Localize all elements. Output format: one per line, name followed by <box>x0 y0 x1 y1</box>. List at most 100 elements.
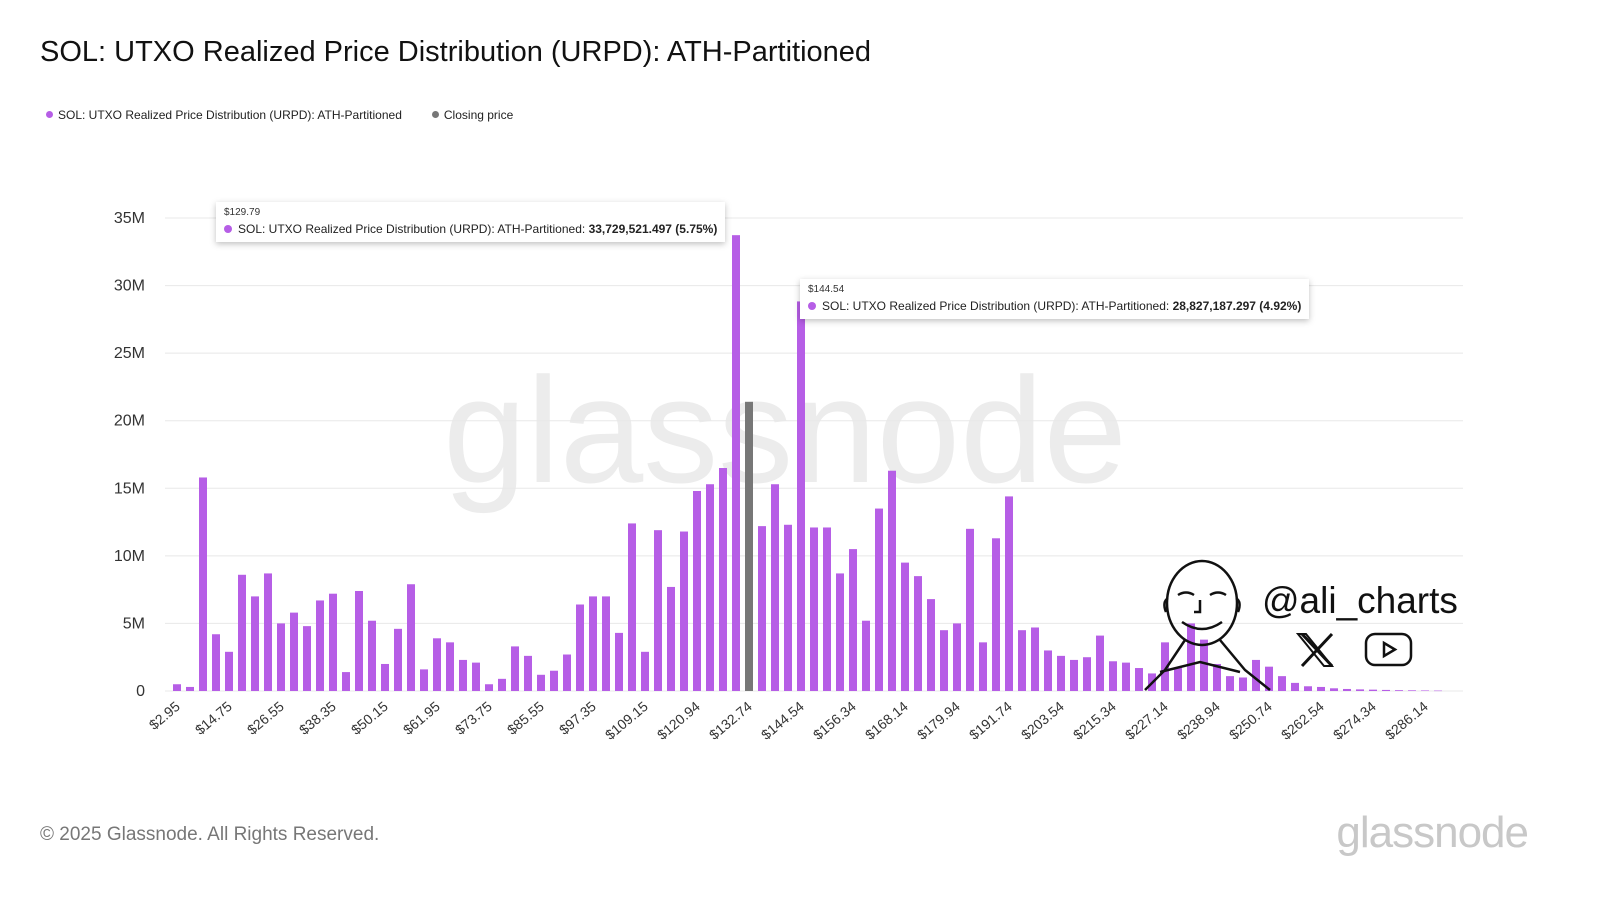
bar[interactable] <box>966 528 974 691</box>
bar[interactable] <box>1226 676 1234 691</box>
bar[interactable] <box>1278 676 1286 691</box>
bar[interactable] <box>862 620 870 691</box>
bar[interactable] <box>849 549 857 691</box>
bar[interactable] <box>1161 642 1169 691</box>
bar[interactable] <box>1382 689 1390 691</box>
bar[interactable] <box>1213 663 1221 691</box>
bar[interactable] <box>667 586 675 691</box>
bar[interactable] <box>186 686 194 691</box>
bar[interactable] <box>1135 668 1143 691</box>
bar[interactable] <box>680 531 688 691</box>
bar[interactable] <box>615 632 623 691</box>
bar[interactable] <box>355 590 363 691</box>
bar[interactable] <box>1408 690 1416 691</box>
bar[interactable] <box>927 599 935 691</box>
bar[interactable] <box>342 672 350 691</box>
bar[interactable] <box>1187 623 1195 691</box>
bar[interactable] <box>641 651 649 691</box>
bar[interactable] <box>1031 627 1039 691</box>
legend-item-closing-price[interactable]: Closing price <box>431 108 513 122</box>
bar[interactable] <box>940 630 948 691</box>
bar[interactable] <box>992 538 1000 691</box>
x-logo-icon[interactable] <box>1295 632 1335 668</box>
bar[interactable] <box>1434 690 1442 692</box>
bar[interactable] <box>758 526 766 691</box>
bar[interactable] <box>407 584 415 691</box>
bar[interactable] <box>628 523 636 691</box>
bar[interactable] <box>888 470 896 691</box>
bar[interactable] <box>420 669 428 691</box>
bar[interactable] <box>550 670 558 691</box>
bar[interactable] <box>485 684 493 691</box>
bar[interactable] <box>173 684 181 691</box>
bar[interactable] <box>693 490 701 691</box>
bar[interactable] <box>953 623 961 691</box>
bar[interactable] <box>303 626 311 691</box>
bar[interactable] <box>433 638 441 691</box>
bar[interactable] <box>1369 689 1377 691</box>
bar[interactable] <box>1005 496 1013 691</box>
bar[interactable] <box>797 301 805 691</box>
bar[interactable] <box>823 527 831 691</box>
bar[interactable] <box>1109 661 1117 691</box>
bar[interactable] <box>511 646 519 691</box>
bar[interactable] <box>1018 630 1026 691</box>
bar[interactable] <box>459 659 467 691</box>
bar[interactable] <box>329 593 337 691</box>
bar[interactable] <box>1057 655 1065 691</box>
bar[interactable] <box>225 651 233 691</box>
bar[interactable] <box>251 596 259 691</box>
bar[interactable] <box>979 642 987 691</box>
bar[interactable] <box>1044 650 1052 691</box>
bar[interactable] <box>277 623 285 691</box>
bar[interactable] <box>836 573 844 691</box>
bar[interactable] <box>446 642 454 691</box>
bar[interactable] <box>212 634 220 691</box>
bar[interactable] <box>732 235 740 691</box>
bar[interactable] <box>1083 657 1091 691</box>
bar[interactable] <box>472 662 480 691</box>
bar[interactable] <box>875 508 883 691</box>
bar[interactable] <box>1343 688 1351 691</box>
bar[interactable] <box>654 530 662 691</box>
bar[interactable] <box>264 573 272 691</box>
bar[interactable] <box>576 604 584 691</box>
bar[interactable] <box>784 524 792 691</box>
bar[interactable] <box>498 678 506 691</box>
bar[interactable] <box>719 468 727 691</box>
bar[interactable] <box>199 477 207 691</box>
bar[interactable] <box>901 562 909 691</box>
bar[interactable] <box>381 663 389 691</box>
bar[interactable] <box>1265 666 1273 691</box>
bar[interactable] <box>1395 690 1403 691</box>
bar[interactable] <box>1200 639 1208 691</box>
legend-item-urpd[interactable]: SOL: UTXO Realized Price Distribution (U… <box>46 108 402 122</box>
bar[interactable] <box>1096 635 1104 691</box>
bar[interactable] <box>1122 662 1130 691</box>
bar[interactable] <box>316 600 324 691</box>
bar[interactable] <box>771 484 779 691</box>
bar[interactable] <box>810 527 818 691</box>
youtube-icon[interactable] <box>1364 632 1413 667</box>
bar[interactable] <box>1421 690 1429 691</box>
bar-closing-price[interactable] <box>745 401 753 691</box>
bar[interactable] <box>1291 682 1299 691</box>
bar[interactable] <box>238 574 246 691</box>
bar[interactable] <box>706 484 714 691</box>
bar[interactable] <box>537 674 545 691</box>
bar[interactable] <box>563 654 571 691</box>
bar[interactable] <box>394 628 402 691</box>
bar[interactable] <box>1174 668 1182 691</box>
bar[interactable] <box>1356 689 1364 691</box>
bar[interactable] <box>1330 688 1338 691</box>
bar[interactable] <box>524 655 532 691</box>
bar[interactable] <box>1252 659 1260 691</box>
bar[interactable] <box>1239 677 1247 691</box>
bar[interactable] <box>368 620 376 691</box>
bar[interactable] <box>589 596 597 691</box>
bar[interactable] <box>914 576 922 691</box>
bar[interactable] <box>290 612 298 691</box>
bar[interactable] <box>1304 686 1312 691</box>
bar[interactable] <box>1070 659 1078 691</box>
bar[interactable] <box>1317 686 1325 691</box>
